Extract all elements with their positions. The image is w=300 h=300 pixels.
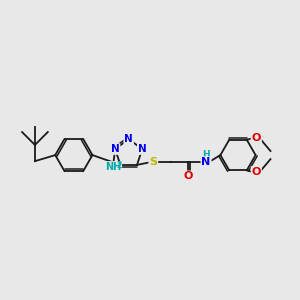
Text: NH: NH (105, 162, 122, 172)
Text: O: O (184, 171, 193, 182)
Text: O: O (252, 133, 261, 143)
Text: N: N (111, 144, 119, 154)
Text: N: N (202, 157, 211, 167)
Text: H: H (202, 150, 210, 159)
Text: N: N (138, 144, 147, 154)
Text: S: S (149, 157, 157, 167)
Text: O: O (252, 167, 261, 177)
Text: 2: 2 (117, 161, 122, 170)
Text: N: N (124, 134, 133, 144)
